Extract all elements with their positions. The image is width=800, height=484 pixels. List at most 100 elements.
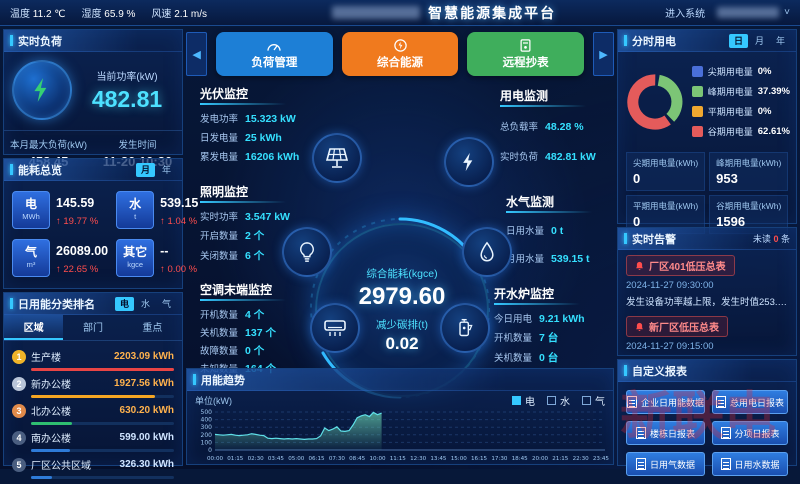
realtime-alarm-panel: 实时告警 未读 0 条 厂区401低压总表 2024-11-27 09:30:0… [617, 227, 797, 356]
total-energy-value: 2979.60 [358, 283, 446, 310]
tou-tab-month[interactable]: 月 [754, 35, 764, 46]
trend-legend: 电 水 气 [512, 393, 605, 408]
alarm-bell-icon [636, 322, 643, 331]
humidity-stat: 湿度 65.9 % [81, 9, 136, 20]
checkbox-unchecked-icon [582, 396, 591, 405]
svg-text:11:15: 11:15 [390, 456, 407, 462]
pv-monitor-section: 光伏监控 发电功率 15.323 kW 日发电量 25 kWh 累发电量 16206 … [200, 85, 328, 163]
energy-tab-water[interactable]: 水 [140, 298, 150, 309]
document-icon [636, 427, 646, 439]
user-menu[interactable]: ˅ [717, 7, 790, 18]
sharp-kwh-cell: 尖期用电量(kWh) 0 [626, 152, 706, 191]
rank-bar [31, 449, 70, 452]
legend-gas[interactable]: 气 [582, 393, 605, 408]
toggle-year[interactable]: 年 [161, 164, 171, 175]
svg-text:200: 200 [201, 432, 213, 439]
overview-gas: 气 m³ 26089.00 ↑ 22.65 % [12, 239, 108, 277]
wind-stat: 风速 2.1 m/s [151, 9, 208, 20]
load-management-button[interactable]: 负荷管理 [216, 32, 333, 76]
legend-flat: 平期用电量 0% [691, 105, 790, 118]
custom-report-panel: 自定义报表 企业日用能数据 总用电日报表 楼栋日报表 分项日报表 日用气数据 日… [617, 359, 797, 476]
svg-text:10:00: 10:00 [369, 456, 386, 462]
realtime-load-panel: 实时负荷 当前功率(kW) 482.81 本月最大负荷(kW) 458.45 发… [3, 29, 183, 169]
tab-department[interactable]: 部门 [82, 323, 103, 334]
boiler-monitor-section: 开水炉监控 今日用电 9.21 kWh 开机数量 7 台 关机数量 0 台 [494, 285, 612, 365]
energy-tab-electric[interactable]: 电 [115, 296, 134, 311]
panel-title: 分时用电 [632, 35, 676, 48]
rank-badge: 4 [12, 430, 26, 445]
gauge-icon [267, 43, 282, 51]
current-power-value: 482.81 [91, 85, 163, 112]
current-power-label: 当前功率(kW) [96, 71, 158, 83]
chevron-down-icon: ˅ [784, 7, 790, 18]
remote-meter-button[interactable]: 远程抄表 [467, 32, 584, 76]
toggle-month[interactable]: 月 [136, 162, 155, 177]
report-button-daily-water[interactable]: 日用水数据 [712, 452, 788, 476]
legend-sharp: 尖期用电量 0% [691, 65, 790, 78]
svg-text:06:15: 06:15 [309, 456, 326, 462]
svg-text:0: 0 [208, 447, 212, 454]
tou-tab-year[interactable]: 年 [775, 35, 785, 46]
trend-up: ↑ 19.77 % [56, 215, 99, 227]
ranking-row[interactable]: 3 北办公楼 630.20 kWh [12, 403, 174, 425]
logo-blurred [332, 6, 421, 19]
ranking-row[interactable]: 5 厂区公共区域 326.30 kWh [12, 457, 174, 479]
report-button-total-electric[interactable]: 总用电日报表 [712, 390, 788, 414]
ranking-row[interactable]: 1 生产楼 2203.09 kWh [12, 349, 174, 371]
tab-region[interactable]: 区域 [4, 315, 64, 340]
rank-badge: 5 [12, 457, 26, 472]
svg-text:15:00: 15:00 [451, 456, 468, 462]
trend-up: ↑ 22.65 % [56, 263, 99, 275]
alarm-item[interactable]: 新厂区低压总表 2024-11-27 09:15:00 发生设备功率越上限，发生… [626, 316, 788, 355]
ranking-row[interactable]: 2 新办公楼 1927.56 kWh [12, 376, 174, 398]
report-button-daily-gas[interactable]: 日用气数据 [626, 452, 706, 476]
enter-system-link[interactable]: 进入系统 [665, 9, 706, 20]
carousel-right-arrow[interactable]: ▶ [592, 32, 614, 76]
water-gas-monitor-section: 水气监测 日用水量 0 t 月用水量 539.15 t [506, 193, 612, 265]
panel-title: 用能趋势 [201, 374, 245, 387]
trend-up: ↑ 0.00 % [160, 263, 198, 275]
svg-text:00:00: 00:00 [207, 456, 224, 462]
lightning-icon [34, 78, 47, 102]
alarm-bell-icon [636, 261, 643, 270]
rank-bar [31, 476, 53, 479]
overview-electric: 电 MWh 145.59 ↑ 19.77 % [12, 191, 108, 229]
document-icon [627, 396, 637, 408]
tou-tab-day[interactable]: 日 [729, 33, 748, 48]
electric-bolt-icon [444, 137, 494, 187]
document-icon [716, 396, 726, 408]
carousel-left-arrow[interactable]: ◀ [186, 32, 208, 76]
energy-tab-gas[interactable]: 气 [161, 298, 171, 309]
integrated-energy-button[interactable]: 综合能源 [341, 32, 459, 76]
report-button-daily-energy[interactable]: 企业日用能数据 [626, 390, 706, 414]
lighting-monitor-section: 照明监控 实时功率 3.547 kW 开启数量 2 个 关闭数量 6 个 [200, 183, 328, 263]
peak-kwh-cell: 峰期用电量(kWh) 953 [709, 152, 789, 191]
other-icon: 其它 kgce [116, 239, 155, 277]
svg-text:21:15: 21:15 [552, 456, 569, 462]
page-title: 智慧能源集成平台 [223, 3, 665, 23]
tab-key[interactable]: 重点 [142, 323, 163, 334]
svg-text:01:15: 01:15 [227, 456, 244, 462]
svg-text:16:15: 16:15 [471, 456, 488, 462]
legend-water[interactable]: 水 [547, 393, 570, 408]
ranking-row[interactable]: 4 南办公楼 599.00 kWh [12, 430, 174, 452]
rank-bar [31, 422, 73, 425]
power-monitor-section: 用电监测 总负载率 48.28 % 实时负荷 482.81 kW [500, 87, 612, 163]
report-button-subitem-daily[interactable]: 分项日报表 [712, 421, 788, 445]
document-icon [720, 458, 731, 470]
unread-count: 未读 0 条 [752, 234, 790, 244]
svg-text:400: 400 [201, 417, 213, 424]
svg-text:03:45: 03:45 [268, 456, 285, 462]
report-button-building-daily[interactable]: 楼栋日报表 [626, 421, 706, 445]
lightning-badge-icon [12, 60, 72, 120]
rank-badge: 3 [12, 403, 26, 418]
username-blurred [717, 7, 780, 18]
panel-title: 实时告警 [632, 233, 676, 246]
legend-electric[interactable]: 电 [512, 393, 535, 408]
legend-valley: 谷期用电量 62.61% [691, 125, 790, 138]
carbon-reduction-value: 0.02 [385, 334, 419, 353]
module-carousel: ◀ 负荷管理 综合能源 远程抄表 ▶ [186, 32, 614, 76]
alarm-item[interactable]: 厂区401低压总表 2024-11-27 09:30:00 发生设备功率越上限，… [626, 255, 788, 308]
